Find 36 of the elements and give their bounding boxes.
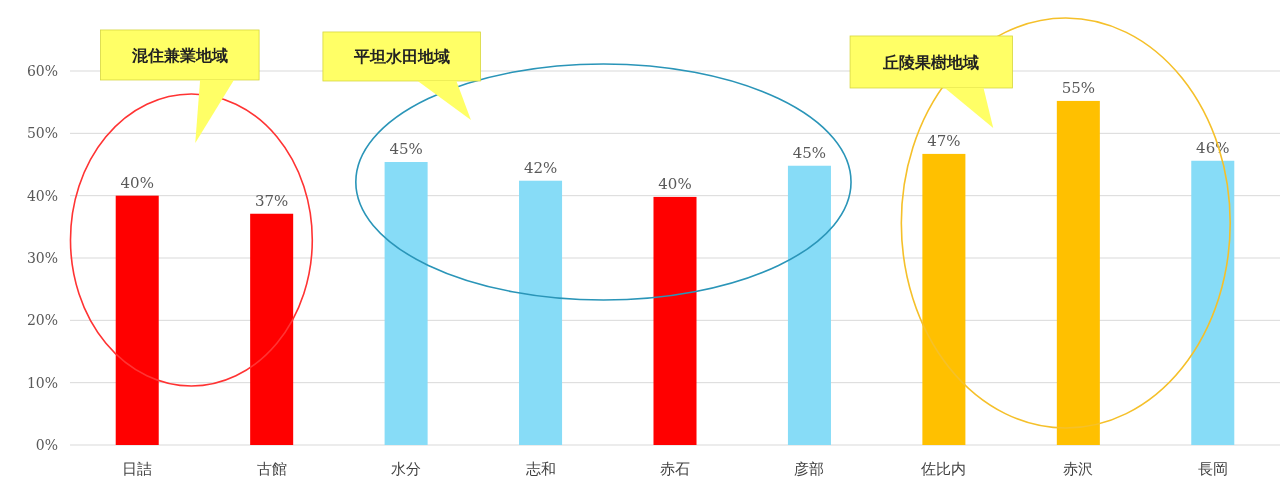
bar: [922, 153, 966, 445]
bar: [115, 195, 159, 445]
x-tick-label: 佐比内: [921, 460, 967, 477]
x-tick-label: 長岡: [1197, 460, 1228, 477]
x-tick-label: 赤石: [660, 460, 690, 477]
x-tick-label: 日詰: [122, 460, 153, 477]
y-tick-label: 40%: [26, 187, 58, 204]
data-label: 37%: [254, 191, 289, 210]
y-tick-label: 30%: [26, 249, 58, 266]
x-tick-label: 彦部: [794, 460, 825, 477]
bar: [1056, 100, 1100, 445]
x-tick-label: 古館: [256, 460, 287, 477]
x-tick-label: 水分: [391, 460, 422, 477]
annotation: 丘陵果樹地域: [882, 52, 980, 72]
bar: [384, 162, 428, 445]
data-label: 40%: [658, 174, 692, 193]
y-tick-label: 20%: [26, 312, 58, 329]
bar: [1191, 160, 1235, 445]
bar: [250, 213, 294, 445]
data-label: 42%: [523, 158, 558, 177]
y-tick-label: 0%: [35, 436, 58, 453]
bar: [653, 196, 697, 445]
y-tick-label: 60%: [26, 62, 58, 79]
x-tick-label: 志和: [525, 460, 556, 477]
x-tick-label: 赤沢: [1063, 460, 1094, 477]
data-label: 45%: [389, 140, 423, 159]
bar: [519, 180, 563, 445]
data-label: 47%: [927, 131, 961, 150]
data-label: 40%: [120, 173, 154, 192]
data-label: 55%: [1061, 78, 1096, 97]
bar: [787, 165, 831, 445]
data-label: 45%: [792, 143, 827, 162]
y-tick-label: 10%: [26, 374, 58, 391]
text: 平坦水田地域: [352, 47, 450, 67]
text: 混住兼業地域: [130, 45, 228, 65]
y-tick-label: 50%: [26, 125, 58, 142]
